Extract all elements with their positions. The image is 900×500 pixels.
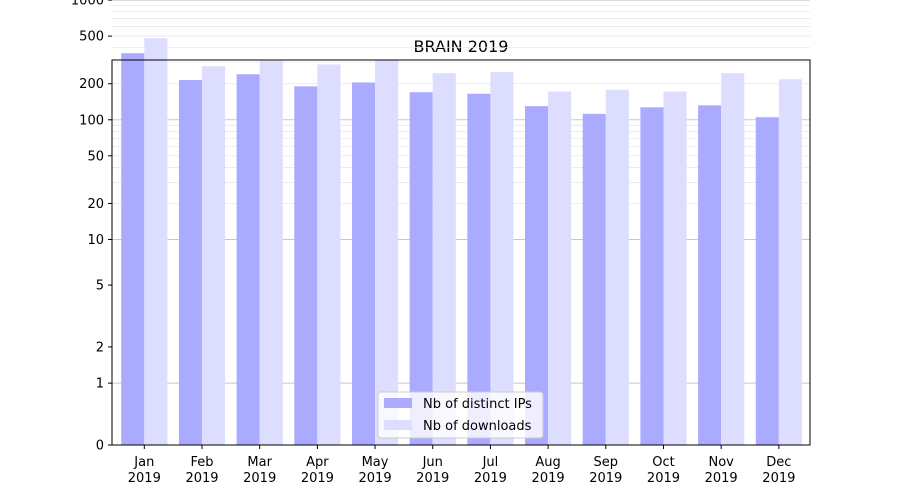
bar xyxy=(201,66,226,445)
bar xyxy=(721,73,745,446)
y-tick-label: 500 xyxy=(79,30,104,45)
bar xyxy=(663,91,687,446)
y-tick-label: 1000 xyxy=(71,0,104,9)
y-tick-label: 0 xyxy=(96,439,104,454)
bar xyxy=(121,53,145,445)
y-tick-label: 2 xyxy=(96,340,104,355)
chart-title: BRAIN 2019 xyxy=(414,37,509,56)
bar xyxy=(490,72,514,445)
x-axis: Jan 2019 Feb 2019 Mar 2019 Apr 2019 May 2019 Jun 20… xyxy=(128,445,795,486)
x-tick-label: Dec 2019 xyxy=(762,455,795,486)
bar xyxy=(778,79,802,446)
x-tick-label: Sep 2019 xyxy=(589,455,622,486)
y-tick-label: 10 xyxy=(87,233,104,248)
bar xyxy=(698,105,722,446)
bar xyxy=(548,91,572,446)
y-tick-label: 5 xyxy=(96,279,104,294)
x-tick-label: Nov 2019 xyxy=(705,455,738,486)
bar xyxy=(605,89,629,445)
plot-frame xyxy=(111,59,811,446)
x-tick-label: Jul 2019 xyxy=(474,455,507,486)
bar xyxy=(467,93,491,445)
legend: Nb of distinct IPs Nb of downloads xyxy=(377,391,544,439)
x-tick-label: Jun 2019 xyxy=(416,455,449,486)
bar xyxy=(259,60,283,445)
legend-swatch-ips xyxy=(384,398,412,408)
legend-box xyxy=(377,391,544,439)
legend-label-ips: Nb of distinct IPs xyxy=(423,397,532,412)
x-tick-label: Apr 2019 xyxy=(301,455,334,486)
bar xyxy=(144,38,168,445)
y-tick-label: 20 xyxy=(87,197,104,212)
bar xyxy=(375,60,399,446)
bar xyxy=(525,106,549,446)
grid xyxy=(112,0,810,384)
x-tick-label: Aug 2019 xyxy=(532,455,565,486)
bar xyxy=(755,117,779,445)
y-axis: 0 1 2 5 10 20 50 100 200 500 1000 xyxy=(71,0,112,454)
bar xyxy=(178,79,202,445)
bar xyxy=(351,82,376,445)
y-tick-label: 200 xyxy=(79,77,104,92)
x-tick-label: Feb 2019 xyxy=(185,455,218,486)
x-tick-label: Mar 2019 xyxy=(243,455,276,486)
legend-swatch-downloads xyxy=(384,420,412,430)
bar xyxy=(582,113,606,446)
bar xyxy=(432,73,456,446)
bar xyxy=(409,92,433,446)
bar xyxy=(317,64,341,445)
bar xyxy=(294,86,318,446)
x-tick-label: Jan 2019 xyxy=(128,455,161,486)
x-tick-label: May 2019 xyxy=(359,455,392,486)
y-tick-label: 50 xyxy=(87,149,104,164)
bar xyxy=(236,74,260,446)
bar xyxy=(640,107,664,445)
legend-label-downloads: Nb of downloads xyxy=(423,419,532,434)
x-tick-label: Oct 2019 xyxy=(647,455,680,486)
y-tick-label: 1 xyxy=(96,377,104,392)
y-tick-label: 100 xyxy=(79,113,104,128)
bars xyxy=(121,38,802,446)
